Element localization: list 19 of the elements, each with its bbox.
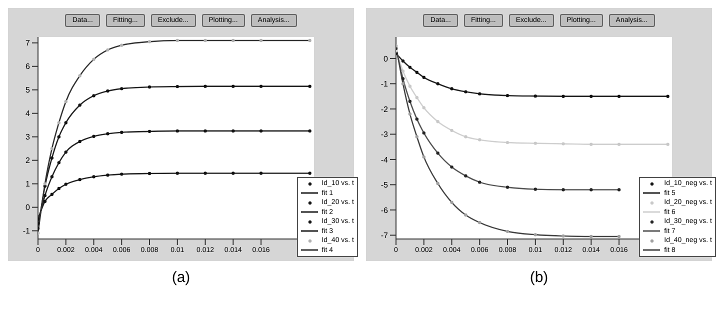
y-tick-label: -3 <box>380 130 389 140</box>
text: (a) <box>170 269 192 286</box>
y-tick-label: 0 <box>384 54 389 64</box>
y-tick-label: -5 <box>380 180 389 190</box>
y-tick-label: 7 <box>26 38 31 48</box>
y-tick-label: 0 <box>26 203 31 212</box>
y-tick-label: 3 <box>26 132 31 142</box>
y-tick-label: -7 <box>380 231 389 240</box>
y-tick-label: 2 <box>26 156 31 166</box>
y-tick-label: -1 <box>380 80 389 89</box>
y-tick-label: 6 <box>26 62 31 72</box>
y-tick-label: 1 <box>26 180 31 189</box>
y-tick-label: 4 <box>26 109 31 118</box>
text: (b) <box>528 269 550 286</box>
y-tick-label: -2 <box>380 104 389 114</box>
y-tick-label: -6 <box>380 206 389 215</box>
y-tick-label: -4 <box>380 155 389 164</box>
y-tick-label: -1 <box>22 226 31 236</box>
y-tick-label: 5 <box>26 86 31 95</box>
